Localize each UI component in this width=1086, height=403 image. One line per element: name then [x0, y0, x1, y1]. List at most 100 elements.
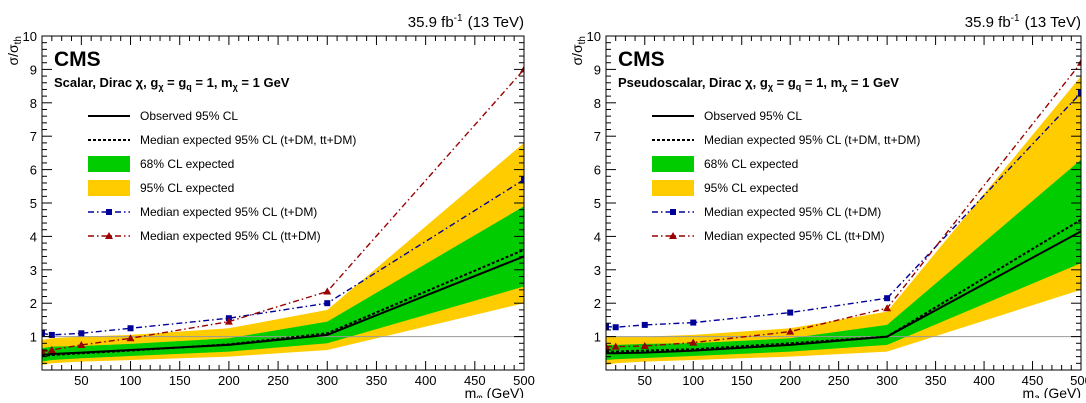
- lumi-value: 35.9 fb: [965, 14, 1011, 31]
- legend-band-swatch: [88, 156, 130, 172]
- plot-area: [606, 58, 1081, 365]
- y-tick-label: 5: [30, 196, 37, 211]
- marker-ttdm-point: [611, 342, 620, 350]
- legend-label: Observed 95% CL: [140, 109, 238, 123]
- y-tick-label: 1: [594, 330, 601, 345]
- model-label-text: Scalar, Dirac χ, g: [54, 75, 158, 90]
- x-axis-label-unit: (GeV): [483, 385, 524, 398]
- x-axis-label-main: m: [1023, 385, 1035, 398]
- x-tick-label: 50: [74, 373, 88, 388]
- y-axis-label-sub: th: [13, 36, 24, 44]
- energy-value: (13 TeV): [468, 14, 524, 31]
- legend-band-swatch: [652, 156, 694, 172]
- x-tick-label: 300: [316, 373, 338, 388]
- marker-ttdm-point: [786, 327, 795, 335]
- marker-tdm-point: [641, 321, 648, 328]
- marker-tdm-point: [521, 176, 524, 183]
- x-tick-label: 200: [779, 373, 801, 388]
- legend-marker-square: [670, 209, 676, 215]
- marker-ttdm-point: [689, 338, 698, 346]
- y-tick-label: 1: [30, 330, 37, 345]
- marker-ttdm-point: [42, 347, 46, 355]
- model-label-sub: χ: [233, 82, 239, 92]
- observed-line: [606, 230, 1081, 355]
- x-tick-label: 350: [925, 373, 947, 388]
- y-tick-label: 3: [30, 263, 37, 278]
- x-tick-label: 200: [218, 373, 240, 388]
- model-label-sub: q: [796, 82, 802, 92]
- marker-ttdm-point: [224, 317, 233, 325]
- marker-tdm-point: [127, 325, 134, 332]
- legend-label: Median expected 95% CL (tt+DM): [140, 229, 321, 243]
- y-tick-label: 10: [587, 29, 601, 44]
- x-tick-label: 400: [415, 373, 437, 388]
- legend: Observed 95% CL Median expected 95% CL (t…: [88, 109, 356, 243]
- x-tick-label: 400: [973, 373, 995, 388]
- y-tick-label: 9: [30, 62, 37, 77]
- x-tick-label: 350: [366, 373, 388, 388]
- legend-label: Median expected 95% CL (t+DM): [704, 205, 881, 219]
- x-tick-label: 300: [876, 373, 898, 388]
- legend-label: 68% CL expected: [704, 157, 798, 171]
- marker-tdm-point: [324, 300, 331, 307]
- model-label-text: Pseudoscalar, Dirac χ, g: [618, 75, 768, 90]
- legend-marker-triangle: [669, 232, 677, 239]
- y-tick-label: 4: [30, 229, 37, 244]
- y-tick-label: 9: [594, 62, 601, 77]
- y-tick-label: 2: [30, 296, 37, 311]
- y-tick-label: 2: [594, 296, 601, 311]
- lumi-value: 35.9 fb: [408, 14, 454, 31]
- model-label-sub: q: [186, 82, 192, 92]
- lumi-unit-exponent: -1: [1011, 13, 1020, 24]
- marker-ttdm-point: [323, 287, 332, 295]
- lumi-label: 35.9 fb-1 (13 TeV): [965, 13, 1081, 31]
- x-tick-label: 100: [682, 373, 704, 388]
- y-tick-label: 8: [30, 96, 37, 111]
- plot-area: [42, 65, 524, 365]
- legend-band-swatch: [652, 180, 694, 196]
- x-tick-label: 100: [120, 373, 142, 388]
- model-label-sub: χ: [158, 82, 164, 92]
- marker-ttdm-point: [640, 341, 649, 349]
- y-tick-label: 7: [30, 129, 37, 144]
- y-axis-label: σ/σth: [569, 36, 588, 66]
- legend-marker-triangle: [105, 232, 113, 239]
- y-tick-label: 6: [594, 163, 601, 178]
- x-tick-label: 500: [1070, 373, 1086, 388]
- model-label-text: = g: [164, 75, 187, 90]
- legend-label: Observed 95% CL: [704, 109, 802, 123]
- x-tick-label: 450: [464, 373, 486, 388]
- x-tick-label: 150: [169, 373, 191, 388]
- marker-tdm-point: [48, 331, 55, 338]
- legend-label: Median expected 95% CL (tt+DM): [704, 229, 885, 243]
- chart-panel-2: 50 100 150 200 250 300 350 400 450 500 1 2 3 4 5 6 7 8 9 10…: [569, 13, 1086, 403]
- experiment-label: CMS: [54, 48, 101, 71]
- legend-marker-square: [106, 209, 112, 215]
- model-label-text: = 1, m: [801, 75, 842, 90]
- model-label-text: = 1 GeV: [847, 75, 899, 90]
- x-tick-label: 250: [267, 373, 289, 388]
- marker-tdm-point: [42, 330, 45, 337]
- x-tick-label: 150: [731, 373, 753, 388]
- x-axis-label-unit: (GeV): [1040, 385, 1081, 398]
- marker-ttdm-point: [883, 304, 892, 312]
- model-label-sub: χ: [842, 82, 848, 92]
- legend-band-swatch: [88, 180, 130, 196]
- legend: Observed 95% CL Median expected 95% CL (t…: [652, 109, 920, 243]
- marker-tdm-point: [690, 319, 697, 326]
- model-label-text: = 1 GeV: [238, 75, 290, 90]
- chart-panel-1: 50 100 150 200 250 300 350 400 450 500 1 2 3 4 5 6 7 8 9 10…: [5, 13, 535, 403]
- x-axis-label-main: m: [465, 385, 477, 398]
- marker-tdm-point: [612, 324, 619, 331]
- y-axis-label-sub: th: [577, 36, 588, 44]
- y-tick-label: 10: [23, 29, 37, 44]
- legend-label: Median expected 95% CL (t+DM, tt+DM): [140, 133, 356, 147]
- y-tick-label: 3: [594, 263, 601, 278]
- y-axis-label-main: σ/σ: [5, 44, 21, 66]
- y-tick-label: 5: [594, 196, 601, 211]
- marker-ttdm-point: [606, 342, 610, 350]
- y-tick-label: 4: [594, 229, 601, 244]
- legend-label: 68% CL expected: [140, 157, 234, 171]
